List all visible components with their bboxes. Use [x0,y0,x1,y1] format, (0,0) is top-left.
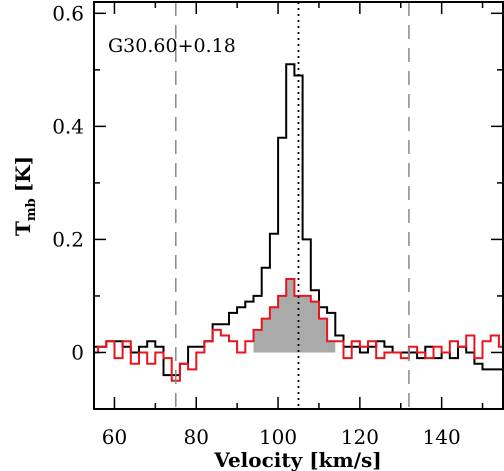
y-axis-label: Tmb [K] [11,156,39,236]
y-axis-label-subscript: mb [24,198,39,221]
velocity-markers [175,2,410,409]
x-tick-label: 140 [423,425,461,449]
y-axis-label-unit: [K] [11,156,35,192]
y-tick-label: 0 [71,340,84,364]
x-tick-label: 120 [341,425,379,449]
y-tick-label: 0.6 [52,1,84,25]
y-tick-label: 0.4 [52,114,84,138]
axis-ticks: 60 80 100 120 140 0 0.2 0.4 0.6 [52,1,503,449]
x-tick-label: 80 [184,425,209,449]
series-line-2 [94,278,503,382]
x-tick-label: 100 [259,425,297,449]
shaded-region [253,278,336,353]
y-axis-label-main: T [11,221,35,236]
svg-text:Tmb[K]: Tmb [K] [11,156,39,236]
source-name-label: G30.60+0.18 [108,35,236,57]
x-axis-label: Velocity [km/s] [213,448,381,471]
x-tick-label: 60 [102,425,127,449]
plot-frame [93,1,504,410]
y-tick-label: 0.2 [52,227,84,251]
shaded-area [253,278,336,353]
